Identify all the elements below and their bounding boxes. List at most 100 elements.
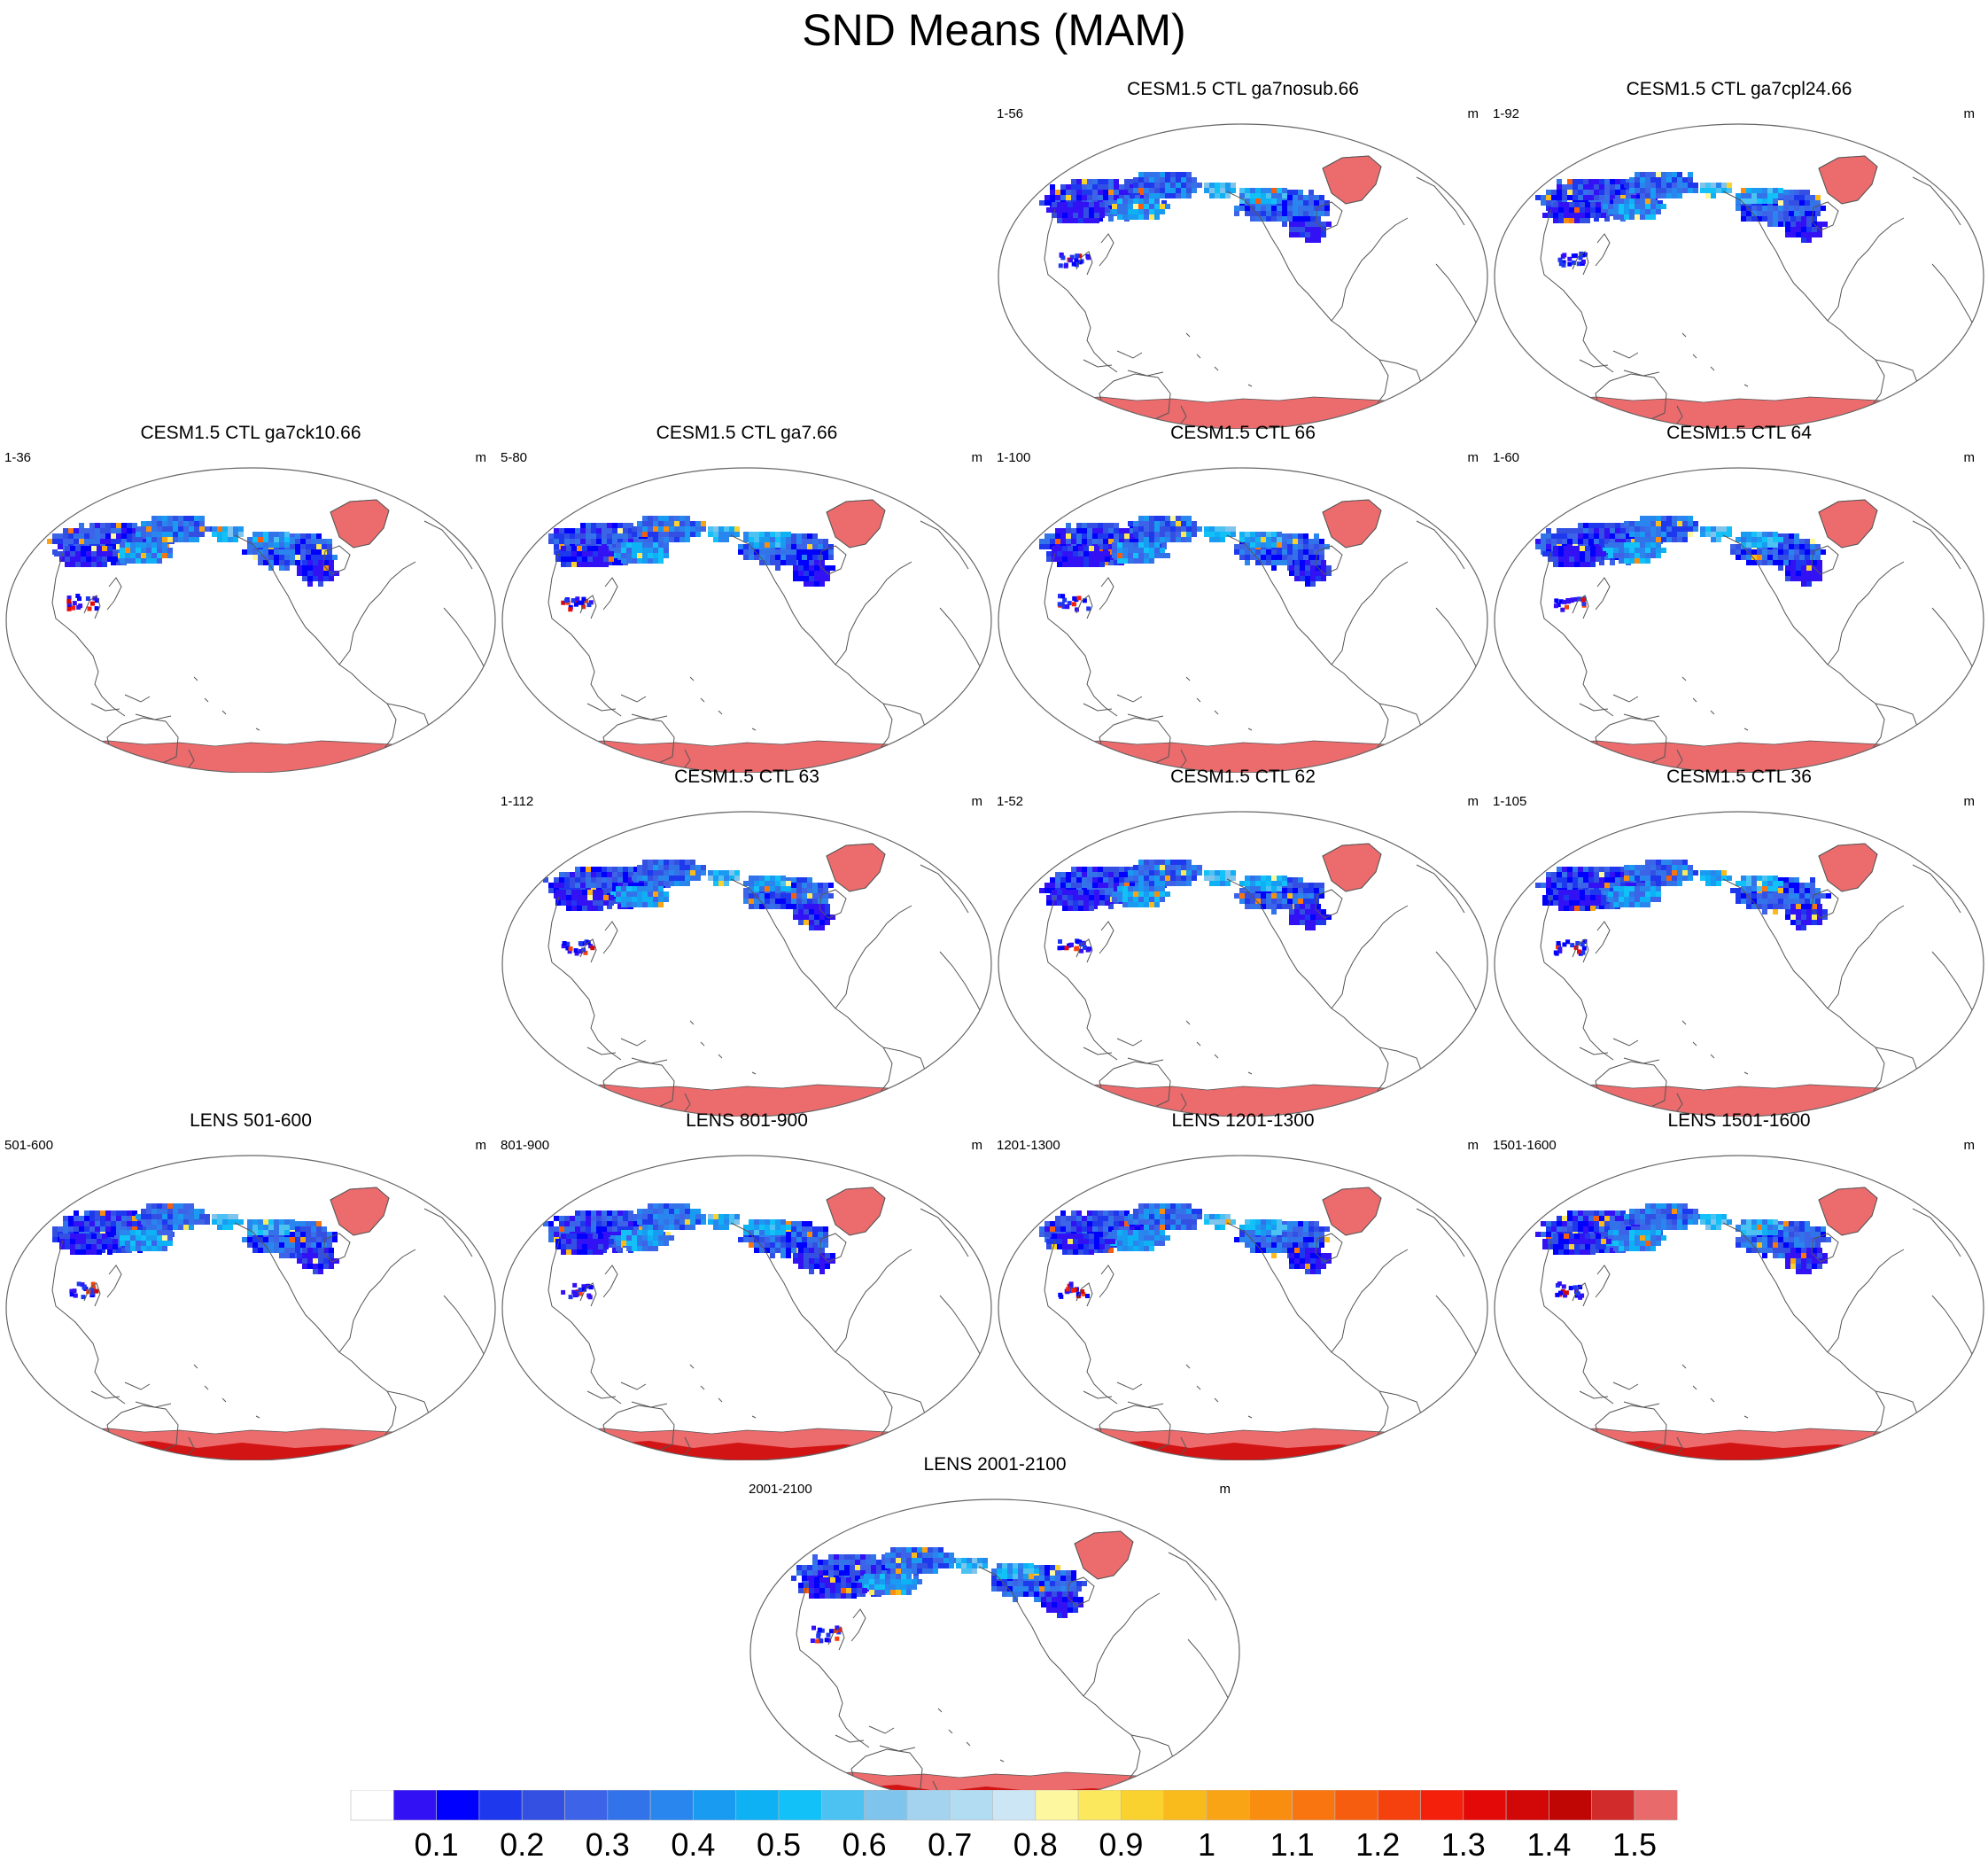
snow-cell <box>1057 546 1062 551</box>
snow-cell <box>1294 222 1300 227</box>
snow-cell <box>1727 532 1732 537</box>
snow-cell <box>1108 544 1114 549</box>
snow-cell <box>1677 860 1682 865</box>
snow-cell <box>1239 881 1245 886</box>
snow-cell <box>1810 549 1815 555</box>
snow-cell <box>1773 893 1778 899</box>
snow-cell <box>1089 557 1094 562</box>
snow-cell <box>1736 544 1741 549</box>
snow-cell <box>1624 897 1629 902</box>
snow-cell <box>1092 872 1098 877</box>
snow-cell <box>759 537 765 542</box>
snow-cell <box>151 1214 157 1219</box>
snow-cell <box>1133 526 1138 532</box>
snow-cell <box>1711 532 1716 537</box>
snow-cell <box>1610 528 1615 533</box>
snow-cell <box>1767 193 1773 198</box>
snow-cell <box>754 876 759 881</box>
snow-cell <box>812 549 818 555</box>
snow-cell <box>759 542 765 548</box>
snow-cell <box>1176 177 1181 183</box>
panel-units-label: m <box>971 1138 983 1153</box>
snow-cell <box>648 1225 653 1230</box>
snow-cell <box>1266 537 1271 542</box>
snow-cell <box>1050 533 1055 539</box>
snow-cell <box>1082 872 1087 877</box>
snow-cell <box>78 603 83 609</box>
snow-cell <box>130 558 136 564</box>
coastline <box>1931 607 1981 683</box>
snow-cell <box>1799 549 1805 555</box>
snow-cell <box>1271 881 1277 886</box>
snow-cell <box>1071 867 1076 872</box>
snow-cell <box>258 1219 263 1225</box>
snow-cell <box>1741 899 1746 904</box>
snow-cell <box>621 553 626 558</box>
snow-cell <box>1092 190 1098 195</box>
snow-cell <box>1583 867 1588 872</box>
snow-cell <box>1094 218 1099 223</box>
snow-cell <box>1610 195 1615 200</box>
snow-cell <box>1757 886 1762 891</box>
snow-cell <box>194 1209 199 1214</box>
snow-cell <box>1672 860 1677 865</box>
snow-cell <box>754 886 759 891</box>
coastline <box>51 552 126 717</box>
snow-cell <box>825 920 830 925</box>
snow-cell <box>570 1226 575 1232</box>
snow-cell <box>658 881 664 886</box>
snow-cell <box>1604 528 1610 533</box>
snow-cell <box>1789 893 1794 899</box>
snow-cell <box>658 558 664 564</box>
snow-cell <box>1562 539 1567 544</box>
map-border <box>998 123 1488 429</box>
snow-cell <box>318 565 323 571</box>
snow-cell <box>1741 881 1746 886</box>
snow-cell <box>598 562 603 567</box>
snow-cell <box>738 544 743 549</box>
map-border <box>1494 467 1984 773</box>
snow-cell <box>1316 227 1321 232</box>
snow-cell <box>1133 183 1138 188</box>
coastline <box>700 1041 705 1047</box>
snow-cell <box>685 526 690 532</box>
snow-cell <box>66 606 72 611</box>
snow-cell <box>1170 860 1176 865</box>
snow-cell <box>95 1210 100 1216</box>
snow-cell <box>555 557 561 562</box>
snow-cell <box>1319 544 1324 549</box>
snow-cell <box>311 1237 316 1242</box>
snow-cell <box>1548 895 1553 900</box>
snow-cell <box>1309 544 1314 549</box>
snow-cell <box>1181 521 1186 526</box>
snow-cell <box>1138 876 1144 881</box>
snow-cell <box>1624 183 1629 188</box>
snow-cell <box>1165 526 1170 532</box>
snow-cell <box>1716 881 1721 886</box>
snow-cell <box>664 897 669 902</box>
snow-cell <box>1575 941 1580 946</box>
coastline <box>83 595 101 619</box>
snow-cell <box>793 565 798 571</box>
snow-cell <box>1303 539 1309 544</box>
snow-cell <box>74 539 79 544</box>
map-content <box>1535 843 1981 1117</box>
snow-cell <box>1677 172 1682 177</box>
snow-cell <box>295 544 300 549</box>
snow-cell <box>1055 872 1060 877</box>
snow-cell <box>1255 549 1261 555</box>
snow-cell <box>70 557 75 562</box>
snow-cell <box>1310 571 1316 576</box>
snow-cell <box>653 526 658 532</box>
snow-cell <box>1762 899 1767 904</box>
snow-cell <box>167 1203 173 1209</box>
snow-cell <box>1751 904 1757 909</box>
snow-cell <box>1271 193 1277 198</box>
snow-cell <box>1578 523 1583 528</box>
snow-cell <box>1144 193 1149 198</box>
snow-cell <box>749 555 754 560</box>
snow-cell <box>1114 883 1119 888</box>
snow-cell <box>1599 877 1604 883</box>
snow-cell <box>1746 881 1751 886</box>
snow-cell <box>1557 877 1562 883</box>
